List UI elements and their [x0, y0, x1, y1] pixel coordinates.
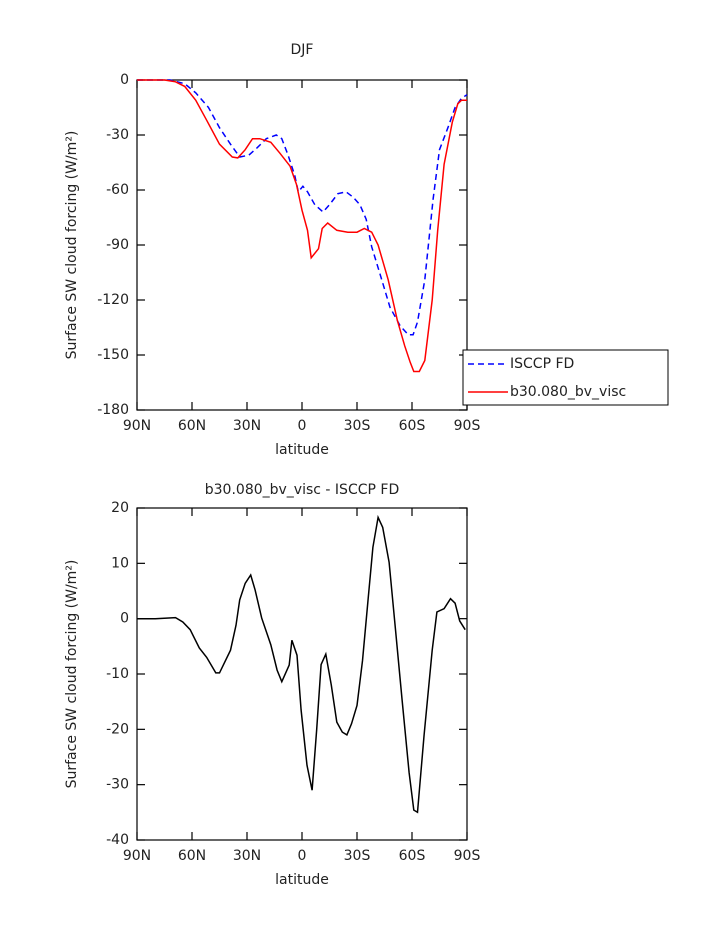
chart-title: DJF — [291, 42, 314, 58]
y-tick-label: -40 — [106, 832, 129, 848]
x-tick-label: 30S — [344, 848, 371, 864]
data-line — [137, 79, 468, 336]
plot-frame — [136, 507, 468, 841]
y-tick-label: -20 — [106, 721, 129, 737]
x-tick-label: 90S — [454, 418, 481, 434]
y-axis-label: Surface SW cloud forcing (W/m²) — [64, 560, 80, 789]
data-line — [137, 79, 467, 373]
x-tick-label: 60S — [399, 418, 426, 434]
x-tick-label: 30N — [233, 418, 261, 434]
x-tick-label: 90N — [123, 418, 151, 434]
data-line — [137, 514, 466, 814]
x-tick-label: 90N — [123, 848, 151, 864]
x-tick-label: 30N — [233, 848, 261, 864]
y-tick-label: -180 — [97, 402, 129, 418]
x-axis-label: latitude — [275, 872, 329, 888]
x-tick-label: 0 — [298, 848, 307, 864]
y-tick-label: -90 — [106, 237, 129, 253]
plot-frame — [136, 79, 468, 411]
x-tick-label: 60S — [399, 848, 426, 864]
x-tick-label: 60N — [178, 418, 206, 434]
x-tick-label: 90S — [454, 848, 481, 864]
y-tick-label: -120 — [97, 292, 129, 308]
legend-label: b30.080_bv_visc — [510, 384, 626, 400]
x-tick-label: 0 — [298, 418, 307, 434]
y-tick-label: -30 — [106, 777, 129, 793]
y-tick-label: -30 — [106, 127, 129, 143]
y-tick-label: -10 — [106, 666, 129, 682]
chart-title: b30.080_bv_visc - ISCCP FD — [205, 482, 399, 498]
y-tick-label: 10 — [111, 555, 129, 571]
x-tick-label: 30S — [344, 418, 371, 434]
y-tick-label: -150 — [97, 347, 129, 363]
legend-box — [462, 349, 669, 406]
y-tick-label: 0 — [120, 72, 129, 88]
y-tick-label: 20 — [111, 500, 129, 516]
x-tick-label: 60N — [178, 848, 206, 864]
y-tick-label: 0 — [120, 611, 129, 627]
y-axis-label: Surface SW cloud forcing (W/m²) — [64, 131, 80, 360]
legend-label: ISCCP FD — [510, 356, 574, 372]
x-axis-label: latitude — [275, 442, 329, 458]
y-tick-label: -60 — [106, 182, 129, 198]
